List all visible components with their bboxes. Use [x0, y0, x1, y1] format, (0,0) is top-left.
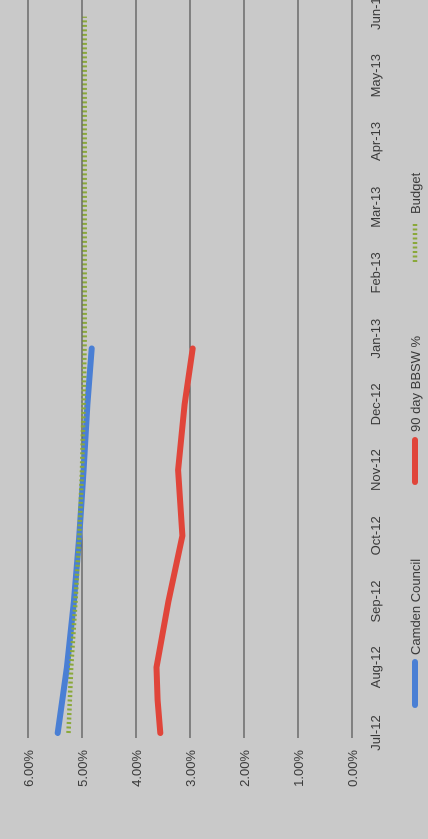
series-lines — [54, 16, 196, 736]
value-tick-label: 4.00% — [129, 750, 144, 787]
value-tick-labels: 0.00% 1.00% 2.00% 3.00% 4.00% 5.00% 6.00% — [21, 750, 360, 787]
category-tick-labels: Jul-12 Aug-12 Sep-12 Oct-12 Nov-12 Dec-12 Jan-… — [368, 0, 383, 751]
gridlines — [27, 0, 353, 738]
value-tick-label: 0.00% — [345, 750, 360, 787]
category-tick-label: May-13 — [368, 54, 383, 97]
series-line — [66, 16, 87, 734]
value-tick-label: 1.00% — [291, 750, 306, 787]
series-line — [153, 345, 196, 736]
value-tick-label: 3.00% — [183, 750, 198, 787]
category-tick-label: Nov-12 — [368, 449, 383, 491]
category-tick-label: Dec-12 — [368, 383, 383, 425]
value-tick-label: 6.00% — [21, 750, 36, 787]
legend: Camden Council 90 day BBSW % Budget — [408, 172, 423, 708]
value-tick-label: 5.00% — [75, 750, 90, 787]
category-tick-label: Apr-13 — [368, 122, 383, 161]
category-tick-label: Mar-13 — [368, 187, 383, 228]
series-line — [54, 345, 95, 736]
category-tick-label: Oct-12 — [368, 516, 383, 555]
category-tick-label: Jan-13 — [368, 319, 383, 359]
category-tick-label: Jun-13 — [368, 0, 383, 30]
category-tick-label: Jul-12 — [368, 715, 383, 750]
category-tick-label: Aug-12 — [368, 646, 383, 688]
category-tick-label: Sep-12 — [368, 581, 383, 623]
legend-label: Budget — [408, 172, 423, 214]
value-tick-label: 2.00% — [237, 750, 252, 787]
legend-label: 90 day BBSW % — [408, 335, 423, 432]
legend-label: Camden Council — [408, 559, 423, 655]
category-tick-label: Feb-13 — [368, 252, 383, 293]
